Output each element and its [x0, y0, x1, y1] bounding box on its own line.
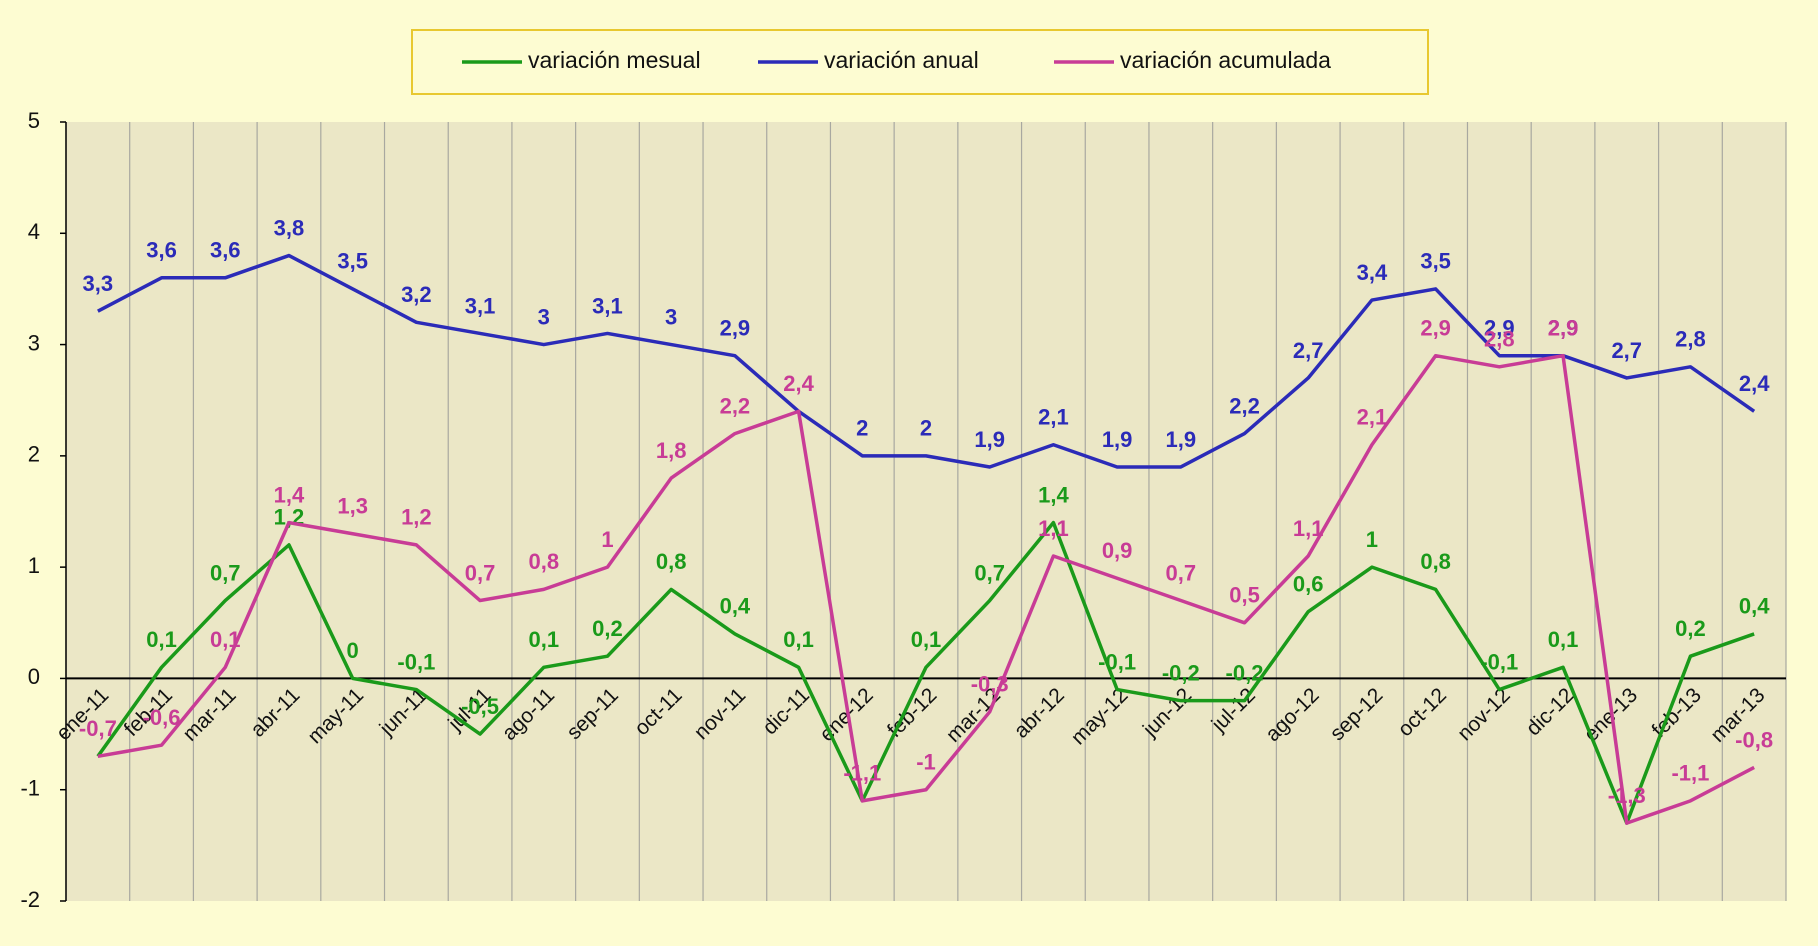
legend-box: [411, 29, 1429, 95]
value-label: 0,9: [1102, 538, 1133, 563]
value-label: 0,5: [1229, 583, 1260, 608]
value-label: -0,3: [971, 672, 1009, 697]
y-tick-label: 2: [28, 442, 40, 467]
value-label: 0,4: [720, 594, 751, 619]
value-label: 2,1: [1038, 405, 1069, 430]
value-label: 2,4: [783, 371, 814, 396]
value-label: 0,7: [1166, 560, 1197, 585]
value-label: 0,4: [1739, 594, 1770, 619]
value-label: 2: [920, 416, 932, 441]
value-label: -0,7: [79, 716, 117, 741]
y-tick-label: 5: [28, 108, 40, 133]
value-label: 2,9: [1548, 316, 1579, 341]
value-label: 3,1: [592, 293, 623, 318]
legend-label: variación anual: [824, 47, 979, 73]
series-line: [97, 353, 1755, 825]
value-label: 0,1: [1548, 627, 1579, 652]
value-label: 3,5: [1420, 249, 1451, 274]
value-label: 3: [665, 304, 677, 329]
value-label: 3,1: [465, 293, 496, 318]
y-tick-label: 3: [28, 330, 40, 355]
y-tick-label: 0: [28, 664, 40, 689]
value-label: 2,9: [720, 316, 751, 341]
y-tick-label: -2: [20, 887, 40, 912]
value-label: 1,9: [974, 427, 1005, 452]
value-label: 2,2: [1229, 393, 1260, 418]
value-label: 2: [856, 416, 868, 441]
value-label: 0,8: [528, 549, 559, 574]
value-label: 1: [1366, 527, 1378, 552]
value-label: 3,6: [210, 238, 241, 263]
value-label: 2,9: [1548, 316, 1579, 341]
value-label: 3,6: [146, 238, 177, 263]
value-label: 2,9: [1420, 316, 1451, 341]
value-label: -0,1: [1480, 649, 1518, 674]
value-label: -1,3: [1608, 783, 1646, 808]
value-label: 0,2: [1675, 616, 1706, 641]
series-line: [96, 520, 1755, 825]
y-tick-label: 1: [28, 553, 40, 578]
value-label: -1,1: [1671, 761, 1709, 786]
value-label: 2,7: [1611, 338, 1642, 363]
value-label: 0,2: [592, 616, 623, 641]
value-label: 0,7: [974, 560, 1005, 585]
value-label: -0,2: [1226, 660, 1264, 685]
value-label: 1,9: [1166, 427, 1197, 452]
value-label: 2,1: [1357, 405, 1388, 430]
legend-label: variación mesual: [528, 47, 701, 73]
value-label: 2,2: [720, 393, 751, 418]
value-label: 0,7: [210, 560, 241, 585]
value-label: 2,8: [1484, 327, 1515, 352]
value-label: 0: [347, 638, 359, 663]
value-label: 0,1: [528, 627, 559, 652]
value-label: 1,1: [1293, 516, 1324, 541]
value-label: 0,6: [1293, 571, 1324, 596]
value-label: 0,7: [465, 560, 496, 585]
value-label: -0,1: [397, 649, 435, 674]
value-label: 1,4: [274, 482, 305, 507]
value-label: 3,8: [274, 215, 305, 240]
value-label: -0,1: [1098, 649, 1136, 674]
value-label: 0,1: [146, 627, 177, 652]
value-label: -0,5: [461, 694, 499, 719]
value-label: 2,4: [1739, 371, 1770, 396]
value-label: -0,2: [1162, 660, 1200, 685]
y-tick-label: 4: [28, 219, 40, 244]
value-label: 1: [601, 527, 613, 552]
value-label: 2,8: [1675, 327, 1706, 352]
value-label: 1,4: [1038, 482, 1069, 507]
value-label: 3,3: [83, 271, 114, 296]
value-label: 2,9: [1484, 316, 1515, 341]
value-label: 1,9: [1102, 427, 1133, 452]
value-label: 0,1: [210, 627, 241, 652]
value-label: 3,4: [1357, 260, 1388, 285]
value-label: -1: [916, 750, 936, 775]
value-label: 2,7: [1293, 338, 1324, 363]
value-label: 1,3: [337, 494, 368, 519]
value-label: 0,1: [783, 627, 814, 652]
value-label: 0,1: [911, 627, 942, 652]
value-label: 3,5: [337, 249, 368, 274]
value-label: -0,8: [1735, 727, 1773, 752]
value-label: 3,2: [401, 282, 432, 307]
value-label: 3: [538, 304, 550, 329]
value-label: -1,1: [843, 761, 881, 786]
plot-area: [66, 122, 1786, 901]
value-label: 1,1: [1038, 516, 1069, 541]
value-label: 1,2: [401, 505, 432, 530]
legend-label: variación acumulada: [1120, 47, 1331, 73]
y-tick-label: -1: [20, 776, 40, 801]
value-label: 0,8: [1420, 549, 1451, 574]
value-label: -0,6: [143, 705, 181, 730]
value-label: 0,8: [656, 549, 687, 574]
value-label: 1,8: [656, 438, 687, 463]
series-line: [97, 253, 1756, 469]
